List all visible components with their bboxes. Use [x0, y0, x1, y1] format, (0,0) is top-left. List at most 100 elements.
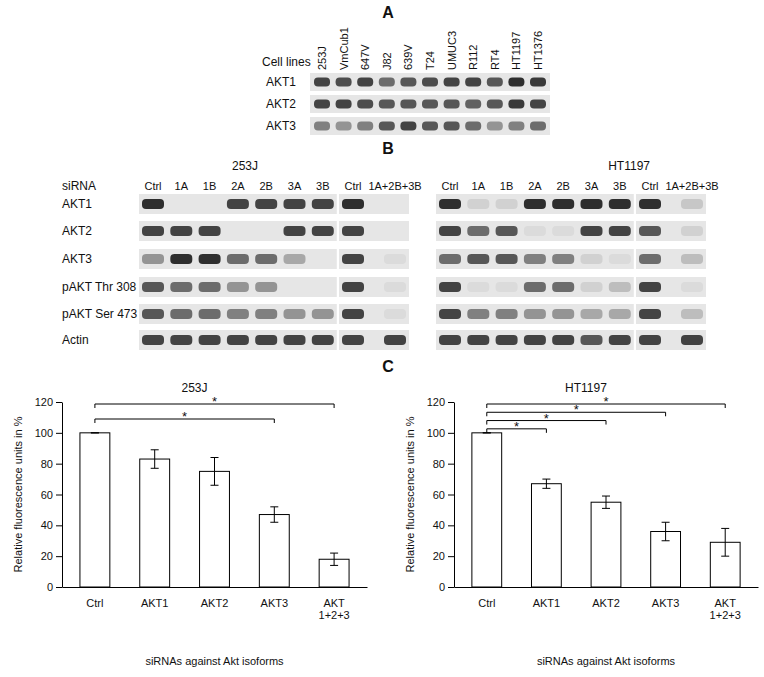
band — [379, 78, 395, 87]
band — [284, 282, 306, 292]
band — [357, 78, 373, 87]
tick-label: 120 — [427, 396, 445, 408]
band — [508, 122, 524, 131]
tick: 0 — [439, 581, 454, 593]
tick-mark — [56, 464, 62, 465]
band — [524, 335, 546, 345]
tick-label: 80 — [41, 458, 53, 470]
x-axis-title: siRNAs against Akt isoforms — [537, 655, 676, 667]
band — [465, 100, 481, 109]
row-label: pAKT Thr 308 — [62, 280, 137, 294]
lane-label: 2A — [231, 180, 245, 192]
band — [508, 78, 524, 87]
tick-label: AKT1 — [533, 597, 561, 609]
lane-label: Ctrl — [144, 180, 161, 192]
lane-label: 1A+2B+3B — [665, 180, 718, 192]
blot-strip — [636, 277, 706, 297]
band — [312, 335, 334, 345]
blot-strip — [636, 304, 706, 324]
significance-label: * — [574, 402, 579, 417]
lane-label: HT1376 — [532, 31, 544, 70]
lane-label: HT1197 — [510, 32, 522, 70]
band — [357, 100, 373, 109]
error-bar — [151, 450, 159, 469]
lane-label: 3B — [613, 180, 626, 192]
band — [170, 254, 192, 264]
chart: 253J020406080100120CtrlAKT1AKT2AKT3AKT1+… — [12, 381, 368, 667]
band — [439, 335, 461, 345]
band — [199, 254, 221, 264]
significance-label: * — [544, 411, 549, 426]
band — [496, 226, 518, 236]
band — [342, 309, 364, 319]
lane-label: UMUC3 — [446, 31, 458, 70]
band — [581, 226, 603, 236]
lane-label: Ctrl — [344, 180, 361, 192]
band — [284, 309, 306, 319]
tick: AKT1 — [141, 587, 169, 609]
band — [227, 309, 249, 319]
plot-area — [472, 433, 740, 587]
band — [530, 100, 546, 109]
band — [284, 226, 306, 236]
tick: 20 — [433, 550, 454, 562]
tick-label: 100 — [35, 427, 53, 439]
tick-label: 0 — [47, 581, 53, 593]
band — [384, 309, 406, 319]
band — [609, 199, 631, 209]
band — [255, 309, 277, 319]
tick: 120 — [427, 396, 454, 408]
band — [336, 122, 352, 131]
band — [581, 199, 603, 209]
tick-label: 120 — [35, 396, 53, 408]
band — [284, 335, 306, 345]
lane-label: Ctrl — [441, 180, 458, 192]
lane-label: 3B — [316, 180, 329, 192]
error-bar — [602, 496, 610, 508]
blot-strip — [636, 194, 706, 214]
blot-strip — [310, 117, 550, 135]
band — [227, 335, 249, 345]
tick-label: AKT1+2+3 — [319, 597, 350, 622]
lane-label: 1A — [175, 180, 189, 192]
blot-strip — [339, 277, 409, 297]
band — [552, 199, 574, 209]
panel-label: A — [382, 4, 394, 21]
band — [524, 309, 546, 319]
y-axis: 020406080100120 — [427, 396, 455, 593]
chart: HT1197020406080100120CtrlAKT1AKT2AKT3AKT… — [404, 381, 759, 667]
band — [400, 78, 416, 87]
band — [227, 254, 249, 264]
band — [384, 199, 406, 209]
axis-line — [63, 587, 368, 588]
lane-label: R112 — [467, 45, 479, 70]
chart-title: 253J — [181, 381, 207, 395]
blot-strip — [310, 95, 550, 113]
band — [439, 282, 461, 292]
tick-mark — [448, 587, 454, 588]
lane-label: RT4 — [489, 49, 501, 70]
bar — [591, 502, 621, 587]
band — [524, 254, 546, 264]
tick: 60 — [433, 489, 454, 501]
error-bar — [542, 479, 550, 488]
band — [639, 309, 661, 319]
tick-label: 0 — [439, 581, 445, 593]
band — [439, 226, 461, 236]
tick-mark — [448, 556, 454, 557]
band — [142, 282, 164, 292]
band — [639, 282, 661, 292]
band — [314, 78, 330, 87]
figure: ABCCell lines253JVmCub1647VJ82639VT24UMU… — [0, 0, 764, 677]
band — [227, 226, 249, 236]
band — [467, 254, 489, 264]
band — [170, 226, 192, 236]
x-axis-title: siRNAs against Akt isoforms — [145, 655, 284, 667]
x-axis: CtrlAKT1AKT2AKT3AKT1+2+3 — [63, 587, 368, 621]
band — [312, 309, 334, 319]
band — [639, 254, 661, 264]
band — [496, 254, 518, 264]
band — [487, 122, 503, 131]
tick: 20 — [41, 550, 62, 562]
band — [384, 282, 406, 292]
